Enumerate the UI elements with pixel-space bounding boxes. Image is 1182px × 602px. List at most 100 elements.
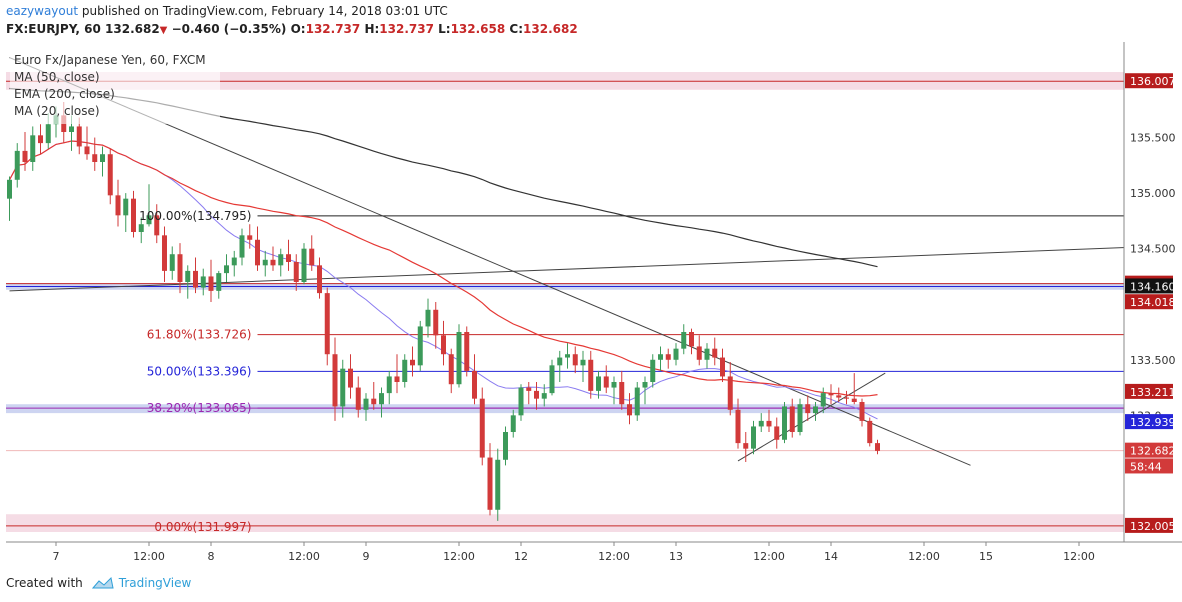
candle-body bbox=[38, 135, 43, 144]
candle-body bbox=[572, 354, 578, 366]
candle-51 bbox=[402, 354, 408, 388]
price-tag-text: 132.939 bbox=[1130, 416, 1176, 429]
candle-71 bbox=[557, 350, 563, 382]
candle-16 bbox=[131, 190, 136, 238]
candle-body bbox=[704, 348, 710, 360]
x-tick-13: 12:00 bbox=[1063, 550, 1095, 563]
legend-ma20[interactable]: MA (20, close) bbox=[14, 104, 100, 118]
candle-body bbox=[518, 387, 524, 416]
candle-11 bbox=[92, 137, 98, 171]
candle-body bbox=[177, 254, 183, 282]
candle-104 bbox=[813, 402, 818, 421]
candle-73 bbox=[572, 346, 578, 374]
price-tag-3: 134.018 bbox=[1125, 294, 1176, 310]
candle-64 bbox=[503, 426, 508, 466]
candle-93 bbox=[727, 362, 733, 416]
candle-body bbox=[510, 415, 516, 432]
price-tag-bg bbox=[1125, 73, 1173, 89]
candle-101 bbox=[789, 398, 795, 438]
created-with-label: Created with bbox=[6, 576, 83, 590]
candle-19 bbox=[154, 204, 160, 244]
candle-41 bbox=[324, 287, 330, 366]
open-value: 132.737 bbox=[305, 22, 361, 36]
candle-75 bbox=[588, 350, 594, 399]
candle-94 bbox=[735, 398, 741, 449]
candle-23 bbox=[185, 265, 191, 299]
candle-body bbox=[526, 387, 532, 391]
author-link[interactable]: eazywayout bbox=[6, 4, 79, 18]
candle-99 bbox=[774, 417, 780, 449]
open-label: O: bbox=[290, 22, 306, 36]
candle-body bbox=[92, 154, 98, 162]
candle-22 bbox=[177, 243, 183, 294]
candle-25 bbox=[200, 268, 206, 296]
y-tick-3: 133.500 bbox=[1130, 354, 1176, 367]
candle-3 bbox=[30, 126, 36, 171]
fib-label-4: 0.00%(131.997) bbox=[154, 520, 251, 534]
candle-body bbox=[448, 354, 454, 385]
x-tick-8: 13 bbox=[669, 550, 683, 563]
candle-36 bbox=[286, 239, 291, 271]
candle-66 bbox=[518, 384, 524, 421]
candle-49 bbox=[386, 370, 392, 405]
candle-13 bbox=[107, 148, 113, 205]
candle-111 bbox=[867, 417, 873, 447]
candle-body bbox=[162, 235, 167, 271]
legend-ema200[interactable]: EMA (200, close) bbox=[14, 87, 115, 101]
price-tag-text: 134.160 bbox=[1130, 280, 1176, 293]
candle-body bbox=[805, 404, 811, 414]
candle-body bbox=[115, 195, 121, 216]
candle-body bbox=[441, 335, 446, 355]
candle-body bbox=[371, 398, 377, 405]
candle-98 bbox=[766, 409, 772, 432]
candle-50 bbox=[394, 354, 400, 394]
candle-0 bbox=[7, 176, 12, 221]
candle-body bbox=[324, 293, 330, 355]
x-tick-0: 7 bbox=[53, 550, 60, 563]
candle-body bbox=[355, 387, 361, 410]
legend-ma50[interactable]: MA (50, close) bbox=[14, 70, 100, 84]
ma20-line bbox=[9, 140, 878, 420]
candle-body bbox=[735, 409, 741, 444]
candle-body bbox=[611, 382, 617, 388]
y-tick-1: 135.000 bbox=[1130, 187, 1176, 200]
candle-105 bbox=[820, 387, 826, 414]
x-tick-3: 12:00 bbox=[288, 550, 320, 563]
candle-body bbox=[859, 402, 865, 421]
candle-42 bbox=[332, 337, 338, 421]
candle-112 bbox=[875, 439, 880, 455]
candle-59 bbox=[464, 326, 470, 377]
price-tag-bg bbox=[1125, 517, 1173, 533]
symbol-label: FX:EURJPY, 60 bbox=[6, 22, 101, 36]
candle-body bbox=[100, 154, 105, 162]
price-tag-7: 58:44 bbox=[1125, 458, 1173, 474]
candle-97 bbox=[758, 413, 764, 432]
tradingview-link[interactable]: TradingView bbox=[118, 576, 192, 590]
price-tag-bg bbox=[1125, 442, 1173, 458]
footer: Created with TradingView bbox=[6, 576, 191, 590]
candle-body bbox=[766, 420, 772, 427]
candle-10 bbox=[84, 126, 90, 160]
candle-body bbox=[534, 390, 539, 399]
candle-body bbox=[751, 426, 756, 449]
candle-body bbox=[193, 270, 198, 288]
candle-layer bbox=[7, 102, 880, 521]
y-axis-labels: 135.500135.000134.500133.500133.0136.007… bbox=[1125, 73, 1176, 533]
candle-body bbox=[828, 393, 834, 396]
candle-body bbox=[255, 239, 260, 266]
candle-body bbox=[76, 126, 82, 147]
candle-30 bbox=[239, 228, 245, 266]
candle-body bbox=[410, 359, 415, 366]
high-value: 132.737 bbox=[379, 22, 434, 36]
candle-35 bbox=[278, 248, 284, 277]
price-chart[interactable]: 100.00%(134.795) 61.80%(133.726) 50.00%(13… bbox=[0, 42, 1182, 572]
fib-label-3: 38.20%(133.065) bbox=[147, 401, 252, 415]
candle-body bbox=[727, 376, 733, 410]
candle-body bbox=[541, 393, 547, 399]
tradingview-logo-icon[interactable] bbox=[91, 576, 115, 590]
candle-body bbox=[216, 273, 222, 291]
x-tick-6: 12 bbox=[514, 550, 528, 563]
candle-body bbox=[231, 257, 237, 266]
candle-body bbox=[851, 398, 857, 402]
price-tag-text: 132.005 bbox=[1130, 520, 1176, 533]
